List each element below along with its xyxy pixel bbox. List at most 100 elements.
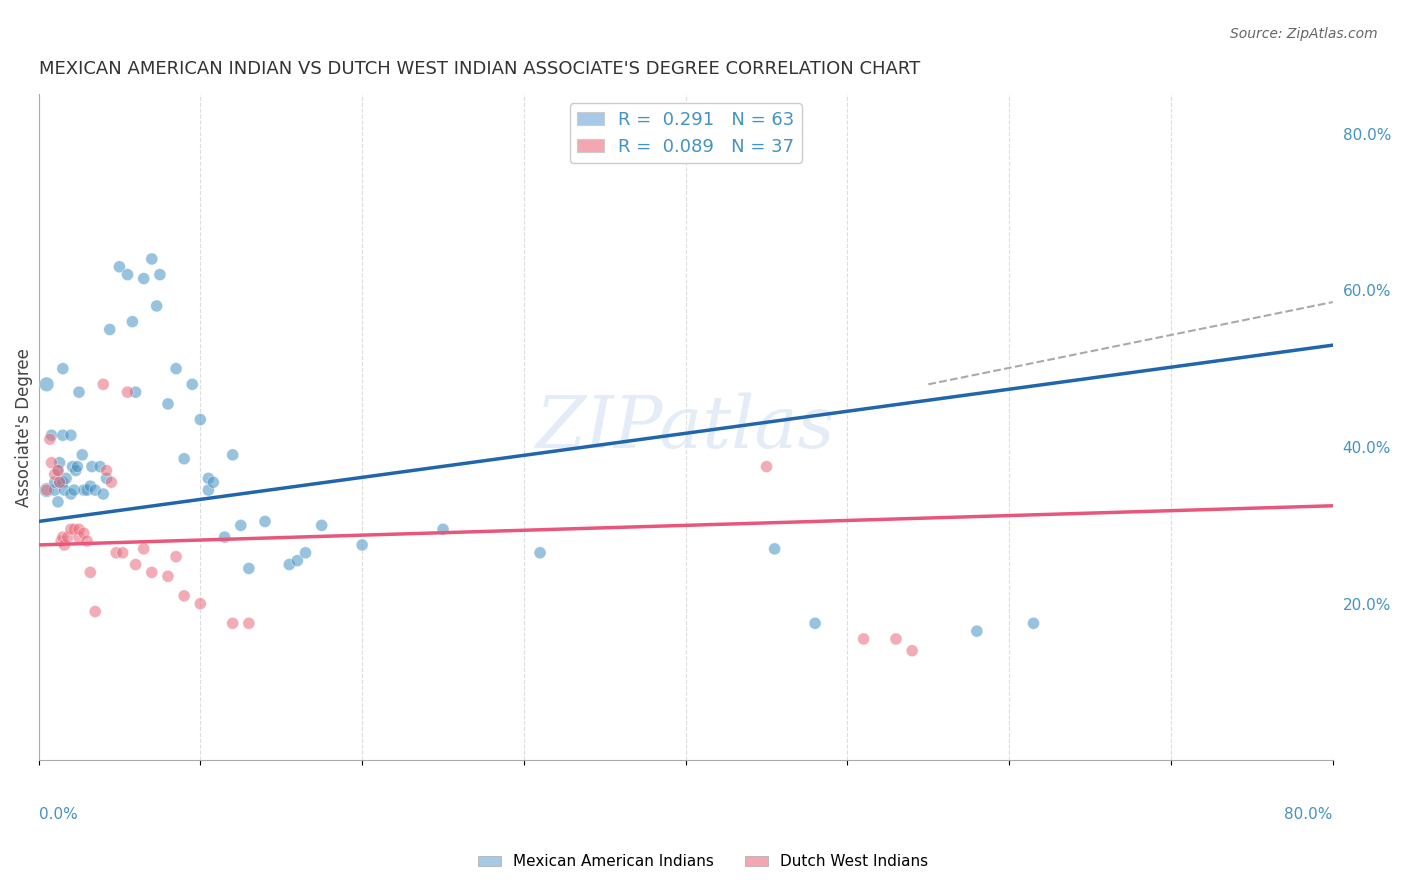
Point [53,538,76,552]
Point [149,268,172,282]
Point [100,475,122,490]
Point [966,624,988,639]
Point [44,467,66,482]
Point [96,471,118,485]
Point [117,385,139,400]
Point [91,487,114,501]
Point [763,541,786,556]
Text: Source: ZipAtlas.com: Source: ZipAtlas.com [1230,27,1378,41]
Point [48,456,70,470]
Legend: Mexican American Indians, Dutch West Indians: Mexican American Indians, Dutch West Ind… [472,848,934,875]
Point [165,361,187,376]
Point [96,463,118,477]
Point [41,456,63,470]
Point [156,397,179,411]
Point [132,271,155,285]
Point [59,428,82,442]
Point [173,589,195,603]
Point [1022,616,1045,631]
Point [63,522,86,536]
Point [76,534,98,549]
Point [529,546,551,560]
Point [901,643,924,657]
Point [59,487,82,501]
Point [80,459,103,474]
Point [804,616,827,631]
Point [121,315,143,329]
Point [124,385,146,400]
Point [181,377,204,392]
Point [84,605,107,619]
Point [254,515,277,529]
Point [70,448,93,462]
Point [52,530,75,544]
Point [238,616,260,631]
Point [124,558,146,572]
Point [73,483,96,497]
Point [188,412,211,426]
Point [67,522,90,536]
Point [62,459,84,474]
Point [48,475,70,490]
Point [46,495,69,509]
Point [311,518,333,533]
Point [755,459,778,474]
Point [59,522,82,536]
Y-axis label: Associate's Degree: Associate's Degree [15,348,32,507]
Point [141,252,163,266]
Point [67,385,90,400]
Point [197,483,219,497]
Point [79,566,101,580]
Point [35,377,58,392]
Point [53,483,76,497]
Point [287,553,309,567]
Legend: R =  0.291   N = 63, R =  0.089   N = 37: R = 0.291 N = 63, R = 0.089 N = 37 [569,103,801,163]
Point [89,459,111,474]
Point [432,522,454,536]
Point [66,459,89,474]
Point [38,432,60,446]
Point [52,428,75,442]
Point [46,463,69,477]
Point [229,518,252,533]
Point [84,483,107,497]
Point [117,268,139,282]
Point [145,299,167,313]
Point [91,377,114,392]
Point [44,475,66,490]
Point [165,549,187,564]
Text: 0.0%: 0.0% [38,807,77,822]
Point [35,483,58,497]
Point [48,475,70,490]
Point [294,546,316,560]
Point [55,471,77,485]
Point [51,534,73,549]
Point [221,448,243,462]
Point [132,541,155,556]
Point [52,361,75,376]
Point [98,322,121,336]
Point [352,538,374,552]
Point [156,569,179,583]
Point [63,483,86,497]
Point [52,475,75,490]
Point [41,428,63,442]
Point [884,632,907,646]
Point [188,597,211,611]
Point [197,471,219,485]
Point [67,530,90,544]
Point [35,483,58,497]
Point [105,546,128,560]
Point [202,475,225,490]
Point [65,463,87,477]
Point [173,451,195,466]
Point [108,260,131,274]
Text: 80.0%: 80.0% [1285,807,1333,822]
Point [76,483,98,497]
Point [852,632,875,646]
Point [141,566,163,580]
Point [44,483,66,497]
Text: MEXICAN AMERICAN INDIAN VS DUTCH WEST INDIAN ASSOCIATE'S DEGREE CORRELATION CHAR: MEXICAN AMERICAN INDIAN VS DUTCH WEST IN… [38,60,920,78]
Point [56,530,79,544]
Point [278,558,301,572]
